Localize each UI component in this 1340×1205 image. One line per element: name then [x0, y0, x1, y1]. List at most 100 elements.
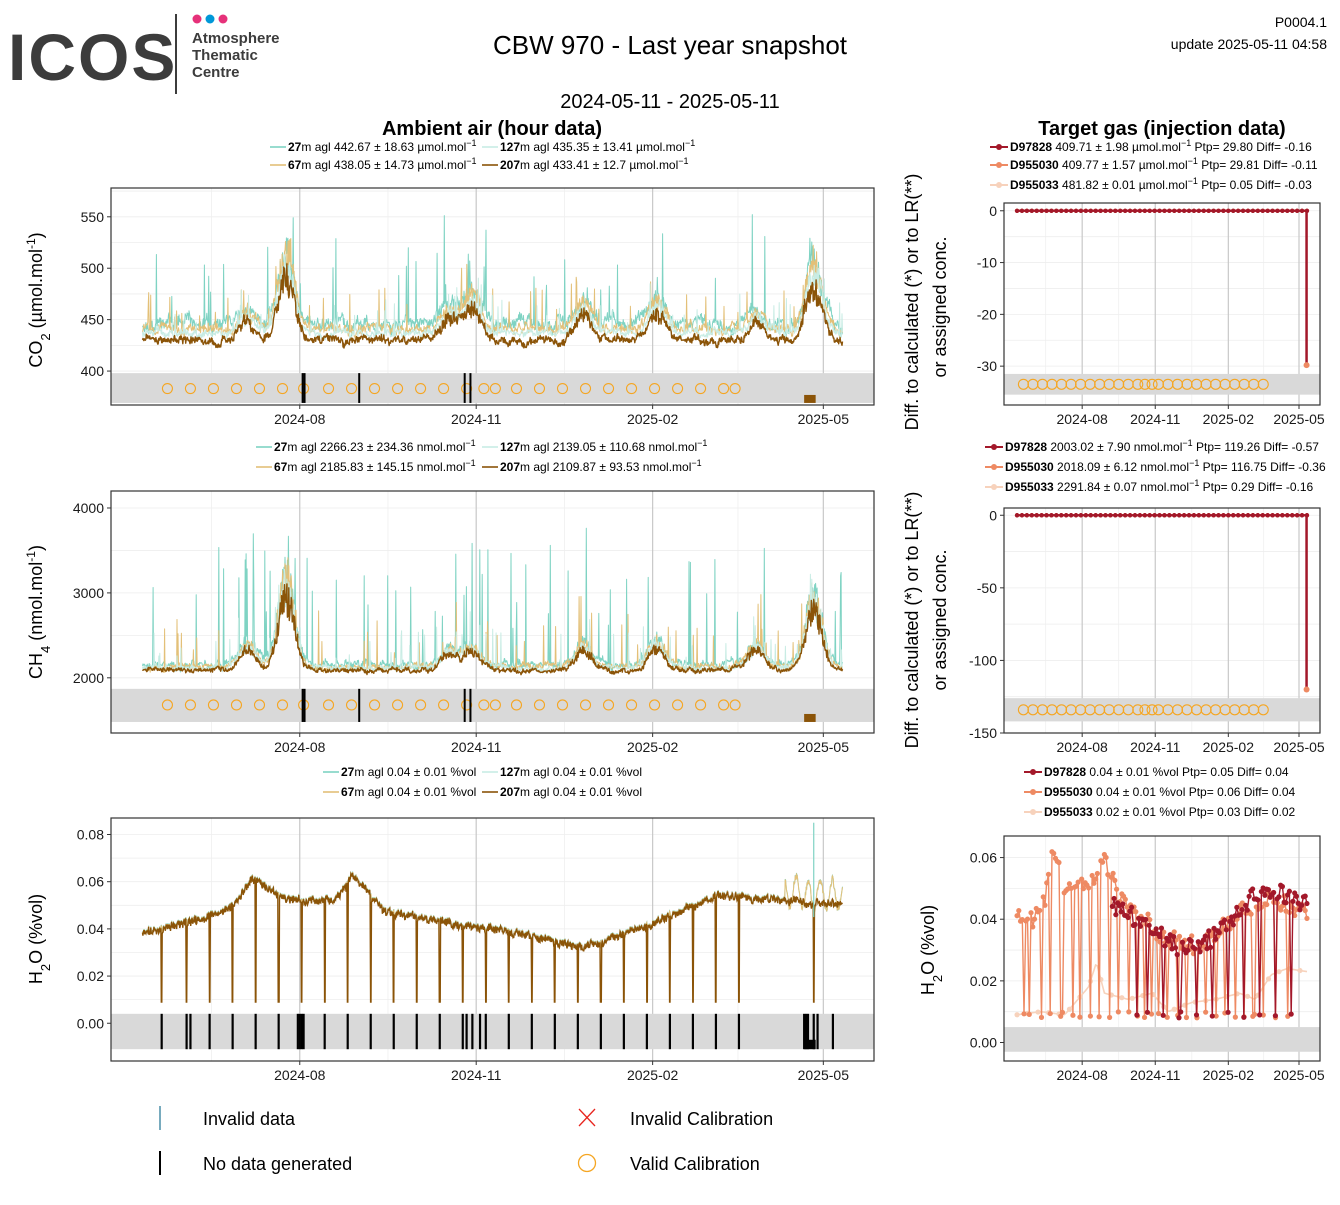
- target-point-D97828: [1158, 925, 1165, 931]
- target-point-D97828: [1276, 894, 1282, 900]
- target-point-D97828: [1207, 944, 1214, 950]
- target-point-D97828: [1014, 513, 1020, 518]
- target-point-D97828: [1068, 513, 1074, 518]
- co2-ambient-chart: 2024-08 2024-11 2025-02 2025-05 400 450 500 550: [81, 187, 875, 427]
- target-point-D97828: [1186, 513, 1192, 518]
- calibration-band: [1004, 373, 1320, 395]
- target-point-D97828: [1197, 949, 1203, 955]
- target-point-D97828: [1146, 922, 1152, 928]
- ylabel-main: H: [26, 971, 46, 984]
- target-point-D97828: [1265, 208, 1270, 213]
- legend-bold: 207: [500, 785, 520, 799]
- legend-text: D955030 409.77 ± 1.57 µmol.mol−1 Ptp= 29…: [1010, 156, 1318, 172]
- target-point-D955030: [1096, 1014, 1102, 1020]
- legend-bold: D955033: [1005, 480, 1054, 494]
- valid-calibration-marker: [489, 382, 501, 395]
- target-point-D97828: [1118, 513, 1123, 518]
- target-point-D97828: [1157, 513, 1162, 518]
- legend-entry: 67m agl 2185.83 ± 145.15 nmol.mol−1: [256, 458, 476, 474]
- co2-target-ylabel-line1: Diff. to calculated (*) or to LR(**): [902, 174, 922, 431]
- target-point-D955030: [1021, 1011, 1027, 1017]
- target-point-D97828: [1063, 513, 1069, 518]
- target-point-D97828: [1206, 208, 1211, 213]
- legend-entry: D955030 2018.09 ± 6.12 nmol.mol−1 Ptp= 1…: [985, 458, 1326, 474]
- target-point-D97828: [1178, 1009, 1184, 1015]
- target-point-D955030: [1047, 1010, 1053, 1017]
- x-tick-label: 2024-08: [1056, 739, 1108, 755]
- invalid-calibration-label: Invalid Calibration: [630, 1109, 773, 1129]
- y-tick-label: 0.06: [77, 874, 104, 890]
- legend-text: 127m agl 2139.05 ± 110.68 nmol.mol−1: [500, 438, 707, 454]
- target-point-D97828: [1176, 208, 1182, 213]
- target-point-D97828: [1098, 513, 1103, 518]
- legend-value: m agl 438.05 ± 14.73 µmol.mol: [301, 158, 466, 172]
- target-point-D97828: [1152, 208, 1157, 213]
- ylabel-rest: O (%vol): [918, 905, 938, 975]
- target-point-D97828: [1176, 1015, 1182, 1021]
- target-point-D955030: [1113, 886, 1120, 892]
- legend-text: 207m agl 2109.87 ± 93.53 nmol.mol−1: [500, 458, 702, 474]
- target-point-D955030: [1171, 929, 1177, 935]
- target-point-D955030: [1292, 912, 1298, 919]
- target-point-D97828: [1132, 921, 1138, 928]
- target-point-D97828: [1226, 208, 1231, 213]
- valid-calibration-marker: [461, 382, 473, 395]
- target-point-D955030: [1176, 933, 1183, 939]
- x-tick-label: 2025-02: [627, 739, 679, 755]
- legend-bold: D955030: [1005, 460, 1054, 474]
- valid-calibration-symbol: [577, 1153, 597, 1173]
- series-207m-agl: [141, 871, 843, 1003]
- legend-text: D97828 0.04 ± 0.01 %vol Ptp= 0.05 Diff= …: [1044, 765, 1289, 779]
- target-point-D955030: [1164, 1014, 1170, 1020]
- co2_ambient-frame: [110, 187, 875, 406]
- target-point-D955030: [1264, 901, 1270, 908]
- legend-bold: 27: [341, 765, 355, 779]
- target-point-D97828: [1132, 513, 1138, 518]
- logo-text: ICOS: [8, 20, 177, 94]
- h2o_ambient-frame: [110, 817, 875, 1062]
- x-tick-label: 2024-08: [274, 739, 326, 755]
- target-point-D97828: [1279, 883, 1286, 890]
- target-point-D97828: [1246, 893, 1252, 899]
- target-point-D955030: [1086, 885, 1092, 891]
- target-point-D97828: [1171, 934, 1177, 940]
- ch4_target-axes: 2024-08 2024-11 2025-02 2025-05 0 -50 -100 -150: [969, 507, 1325, 755]
- legend-entry: D955030 0.04 ± 0.01 %vol Ptp= 0.06 Diff=…: [1024, 785, 1296, 799]
- target-point-D97828: [1113, 912, 1119, 918]
- target-point-D97828: [1186, 208, 1192, 213]
- no-data-block: [804, 1039, 816, 1050]
- legend-entry: D955033 481.82 ± 0.01 µmol.mol−1 Ptp= 0.…: [990, 176, 1312, 192]
- ylabel-sub: 2: [930, 975, 945, 982]
- target-point-D97828: [1271, 889, 1277, 896]
- target-point-D97828: [1083, 513, 1089, 518]
- y-tick-label: -100: [969, 652, 997, 668]
- target-point-D955030: [1203, 1009, 1209, 1015]
- y-tick-label: 4000: [73, 500, 104, 516]
- valid-calibration-marker: [438, 382, 450, 395]
- valid-calibration-marker: [729, 699, 741, 711]
- ylabel-rest: (nmol.mol: [26, 562, 46, 646]
- valid-calibration-marker: [579, 382, 592, 395]
- target-point-D97828: [1288, 1011, 1294, 1017]
- legend-value: 481.82 ± 0.01 µmol.mol: [1059, 178, 1188, 192]
- target-point-D955033: [1066, 1006, 1073, 1012]
- co2-ambient-legend: 27m agl 442.67 ± 18.63 µmol.mol−1 127m ag…: [270, 138, 695, 172]
- valid-calibration-marker: [672, 699, 684, 711]
- legend-sup: −1: [691, 458, 701, 468]
- logo-dot-pink-2: [218, 14, 228, 24]
- co2-target-ylabel-line2: or assigned conc.: [930, 236, 950, 377]
- ch4-target-ylabel-line2: or assigned conc.: [930, 549, 950, 690]
- y-tick-label: 0: [989, 507, 997, 523]
- legend-entry: 127m agl 435.35 ± 13.41 µmol.mol−1: [482, 138, 695, 154]
- valid-calibration-marker: [345, 382, 358, 395]
- logo-sub-1: Atmosphere: [192, 30, 280, 47]
- x-tick-label: 2024-11: [451, 411, 502, 427]
- target-point-D955030: [1014, 913, 1020, 919]
- target-point-D955030: [1087, 1013, 1093, 1019]
- legend-text: D955033 0.02 ± 0.01 %vol Ptp= 0.03 Diff=…: [1044, 805, 1296, 819]
- ylabel-end: ): [26, 545, 46, 551]
- target-point-D97828: [1103, 208, 1108, 213]
- y-tick-label: 0.00: [77, 1015, 104, 1031]
- ch4-target-chart: 2024-08 2024-11 2025-02 2025-05 0 -50 -100 -150: [969, 507, 1325, 755]
- legend-tail: Ptp= 116.75 Diff= -0.36: [1199, 460, 1326, 474]
